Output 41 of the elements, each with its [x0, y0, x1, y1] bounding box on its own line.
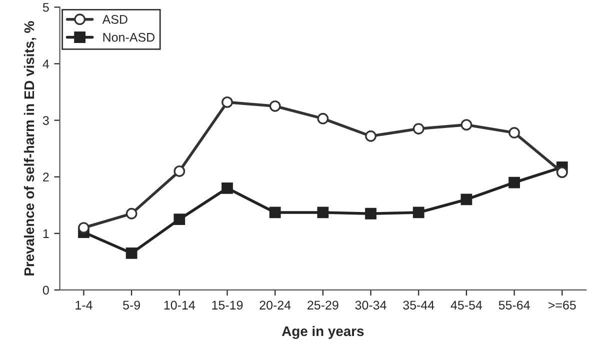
x-tick-label: 45-54 [450, 300, 482, 310]
point [269, 100, 281, 112]
y-tick-label: 1 [43, 229, 49, 238]
x-tick-label: >=65 [548, 300, 576, 310]
point [365, 130, 376, 142]
y-tick-label: 5 [42, 3, 49, 12]
point [412, 123, 424, 134]
x-tick-label: 35-44 [403, 300, 434, 310]
y-axis-title: Prevalence of self-harm in ED visits, % [24, 21, 36, 276]
x-tick-label: 30-34 [355, 300, 386, 310]
x-tick-label: 10-14 [164, 300, 196, 310]
point [222, 96, 233, 108]
point [126, 208, 138, 220]
point [317, 112, 329, 124]
y-tick-label: 0 [42, 286, 49, 295]
x-tick-label: 5-9 [123, 300, 140, 310]
point [174, 166, 186, 177]
point [460, 119, 472, 131]
point [222, 182, 233, 194]
legend-label: ASD [102, 14, 128, 24]
x-tick-label: 15-19 [212, 300, 243, 310]
point [556, 166, 568, 178]
y-tick-label: 4 [42, 60, 50, 68]
x-tick-label: 20-24 [260, 300, 291, 310]
y-tick-label: 3 [42, 116, 49, 125]
point [174, 214, 186, 225]
x-tick-label: 25-29 [308, 300, 338, 310]
x-tick-label: 55-64 [498, 300, 530, 310]
point [508, 176, 520, 188]
x-tick-label: 1-4 [76, 300, 92, 310]
point [412, 206, 424, 218]
point [269, 206, 281, 218]
y-tick-label: 2 [43, 172, 49, 182]
point [508, 127, 520, 138]
point [317, 206, 329, 218]
point [365, 208, 376, 220]
point [126, 248, 138, 259]
point [78, 222, 90, 234]
x-axis-title: Age in years [282, 326, 364, 339]
point [460, 194, 472, 206]
legend-label: Non-ASD [103, 32, 154, 42]
